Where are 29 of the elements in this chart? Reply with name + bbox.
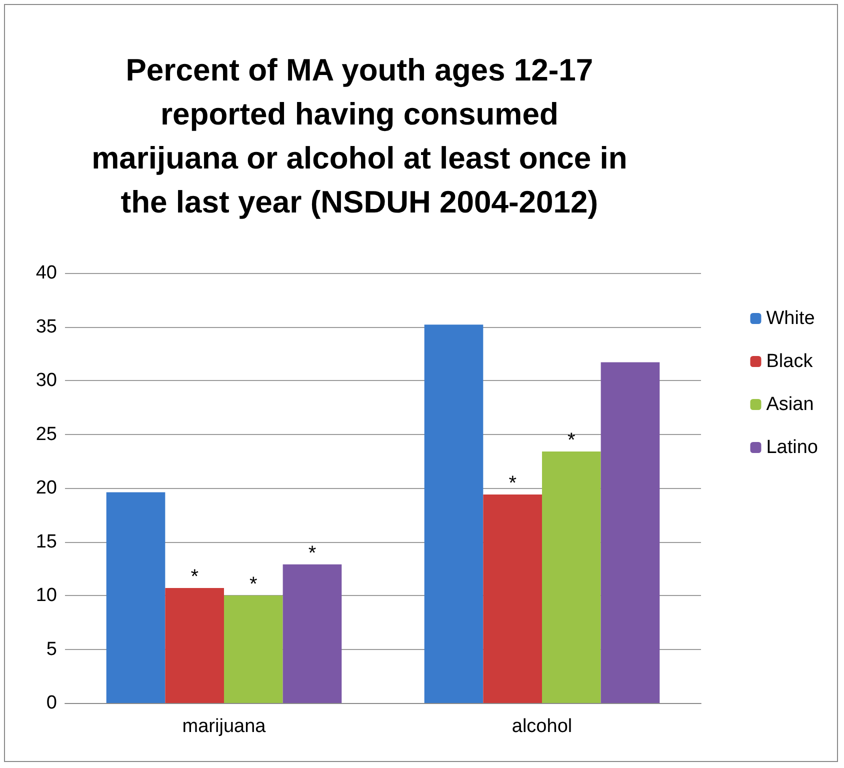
bar	[282, 564, 342, 703]
legend-label: Black	[766, 351, 814, 372]
y-tick-label: 5	[46, 638, 57, 660]
y-tick-label: 35	[36, 316, 57, 338]
data-label: *	[508, 472, 517, 494]
chart-title: Percent of MA youth ages 12-17 reported having consumed marijuana or alcohol at least once in the last year (NSDUH 2004-2012)	[92, 52, 628, 220]
data-label: *	[308, 542, 316, 564]
data-label: *	[250, 574, 258, 596]
bar	[224, 596, 283, 703]
bar	[600, 362, 660, 703]
bar	[542, 451, 601, 703]
bar	[424, 324, 484, 703]
y-tick-label: 40	[36, 262, 57, 284]
x-tick-label: alcohol	[512, 716, 572, 737]
y-tick-label: 25	[36, 424, 57, 445]
y-tick-label: 15	[36, 531, 57, 552]
bar	[483, 494, 542, 703]
x-tick-label: marijuana	[182, 716, 266, 737]
y-tick-label: 30	[36, 370, 57, 391]
data-label: *	[568, 429, 576, 452]
bar	[106, 492, 166, 703]
legend-label: Asian	[766, 394, 814, 415]
legend-label: White	[766, 308, 815, 329]
y-tick-label: 10	[36, 585, 57, 606]
y-tick-label: 0	[46, 692, 57, 714]
bar	[165, 588, 224, 703]
legend-label: Latino	[766, 437, 818, 458]
data-label: *	[190, 566, 199, 588]
y-tick-label: 20	[36, 478, 57, 498]
